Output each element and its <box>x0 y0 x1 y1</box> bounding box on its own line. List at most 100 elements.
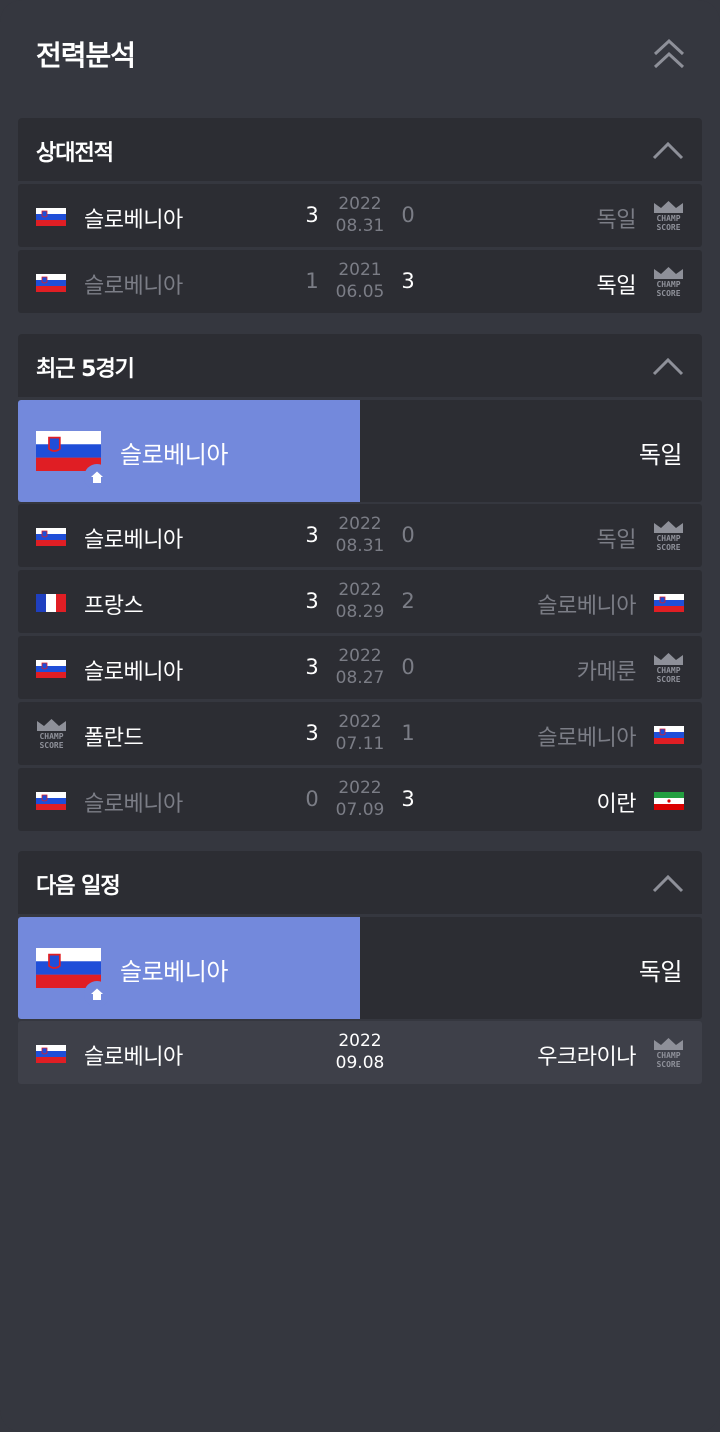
away-team: 독일 <box>596 528 637 553</box>
match-day: 08.29 <box>335 602 385 622</box>
champscore-logo-icon <box>652 520 685 552</box>
banner-home-team: 슬로베니아 <box>120 958 228 986</box>
home-team: 슬로베니아 <box>84 660 183 685</box>
away-team: 이란 <box>596 792 637 817</box>
match-year: 2022 <box>338 778 382 798</box>
title-bar: 전력분석 <box>0 0 720 104</box>
home-team-banner: 슬로베니아 <box>18 917 360 1019</box>
match-year: 2022 <box>338 580 382 600</box>
slovenia-flag-icon <box>654 726 684 744</box>
match-day: 09.08 <box>335 1053 385 1073</box>
away-score: 0 <box>401 203 415 227</box>
chevron-up-icon[interactable] <box>652 873 684 893</box>
home-score: 3 <box>305 721 319 745</box>
match-row[interactable]: 폴란드 3 2022 07.11 1 슬로베니아 <box>18 702 702 765</box>
away-team: 카메룬 <box>576 660 637 685</box>
home-team: 슬로베니아 <box>84 274 183 299</box>
match-date: 2022 07.09 <box>323 777 397 821</box>
home-team: 슬로베니아 <box>84 528 183 553</box>
away-score: 3 <box>401 269 415 293</box>
home-team-banner: 슬로베니아 <box>18 400 360 502</box>
match-year: 2022 <box>338 1031 382 1051</box>
home-team: 슬로베니아 <box>84 1045 183 1070</box>
home-team: 폴란드 <box>84 726 144 751</box>
match-date: 2022 07.11 <box>323 711 397 755</box>
match-year: 2021 <box>338 260 382 280</box>
home-score: 1 <box>305 269 319 293</box>
home-score: 3 <box>305 203 319 227</box>
section-recent-header[interactable]: 최근 5경기 <box>18 334 702 397</box>
match-row[interactable]: 슬로베니아 3 2022 08.31 0 독일 <box>18 504 702 567</box>
match-year: 2022 <box>338 712 382 732</box>
match-row[interactable]: 슬로베니아 3 2022 08.31 0 독일 <box>18 184 702 247</box>
match-date: 2022 08.27 <box>323 645 397 689</box>
slovenia-flag-icon <box>36 792 66 810</box>
section-next-header[interactable]: 다음 일정 <box>18 851 702 914</box>
away-team: 우크라이나 <box>537 1045 636 1070</box>
schedule-row[interactable]: 슬로베니아 2022 09.08 우크라이나 <box>18 1021 702 1084</box>
home-team: 프랑스 <box>84 594 144 619</box>
banner-away-team: 독일 <box>638 441 683 469</box>
match-day: 08.31 <box>335 536 385 556</box>
away-score: 0 <box>401 655 415 679</box>
home-icon <box>84 464 110 490</box>
double-chevron-up-icon[interactable] <box>652 38 686 70</box>
home-icon <box>84 981 110 1007</box>
banner-home-team: 슬로베니아 <box>120 441 228 469</box>
champscore-logo-icon <box>652 652 685 684</box>
slovenia-flag-icon <box>654 594 684 612</box>
page-title: 전력분석 <box>36 39 136 72</box>
match-day: 08.31 <box>335 216 385 236</box>
away-team: 독일 <box>596 208 637 233</box>
champscore-logo-icon <box>652 1037 685 1069</box>
iran-flag-icon <box>654 792 684 810</box>
match-date: 2022 08.31 <box>323 193 397 237</box>
away-team: 슬로베니아 <box>537 726 636 751</box>
section-title: 상대전적 <box>36 141 114 166</box>
home-score: 3 <box>305 655 319 679</box>
slovenia-flag-icon <box>36 660 66 678</box>
champscore-logo-icon <box>652 200 685 232</box>
away-score: 2 <box>401 589 415 613</box>
away-score: 3 <box>401 787 415 811</box>
match-date: 2022 08.31 <box>323 513 397 557</box>
slovenia-flag-icon <box>36 274 66 292</box>
home-score: 3 <box>305 523 319 547</box>
chevron-up-icon[interactable] <box>652 356 684 376</box>
match-year: 2022 <box>338 646 382 666</box>
match-row[interactable]: 슬로베니아 3 2022 08.27 0 카메룬 <box>18 636 702 699</box>
match-year: 2022 <box>338 514 382 534</box>
away-team: 슬로베니아 <box>537 594 636 619</box>
match-row[interactable]: 슬로베니아 0 2022 07.09 3 이란 <box>18 768 702 831</box>
slovenia-flag-icon <box>36 1045 66 1063</box>
section-title: 최근 5경기 <box>36 357 135 382</box>
slovenia-flag-icon <box>36 208 66 226</box>
away-team: 독일 <box>596 274 637 299</box>
match-date: 2021 06.05 <box>323 259 397 303</box>
section-h2h-header[interactable]: 상대전적 <box>18 118 702 181</box>
champscore-logo-icon <box>35 718 68 750</box>
team-banner: 슬로베니아 독일 <box>18 917 702 1019</box>
match-row[interactable]: 프랑스 3 2022 08.29 2 슬로베니아 <box>18 570 702 633</box>
away-score: 1 <box>401 721 415 745</box>
match-day: 06.05 <box>335 282 385 302</box>
away-score: 0 <box>401 523 415 547</box>
team-banner: 슬로베니아 독일 <box>18 400 702 502</box>
banner-away-team: 독일 <box>638 958 683 986</box>
match-date: 2022 08.29 <box>323 579 397 623</box>
home-team: 슬로베니아 <box>84 208 183 233</box>
match-row[interactable]: 슬로베니아 1 2021 06.05 3 독일 <box>18 250 702 313</box>
match-day: 08.27 <box>335 668 385 688</box>
section-title: 다음 일정 <box>36 874 121 899</box>
home-score: 3 <box>305 589 319 613</box>
match-year: 2022 <box>338 194 382 214</box>
match-date: 2022 09.08 <box>323 1030 397 1074</box>
france-flag-icon <box>36 594 66 612</box>
slovenia-flag-icon <box>36 528 66 546</box>
chevron-up-icon[interactable] <box>652 140 684 160</box>
champscore-logo-icon <box>652 266 685 298</box>
match-day: 07.11 <box>335 734 385 754</box>
home-team: 슬로베니아 <box>84 792 183 817</box>
match-day: 07.09 <box>335 800 385 820</box>
